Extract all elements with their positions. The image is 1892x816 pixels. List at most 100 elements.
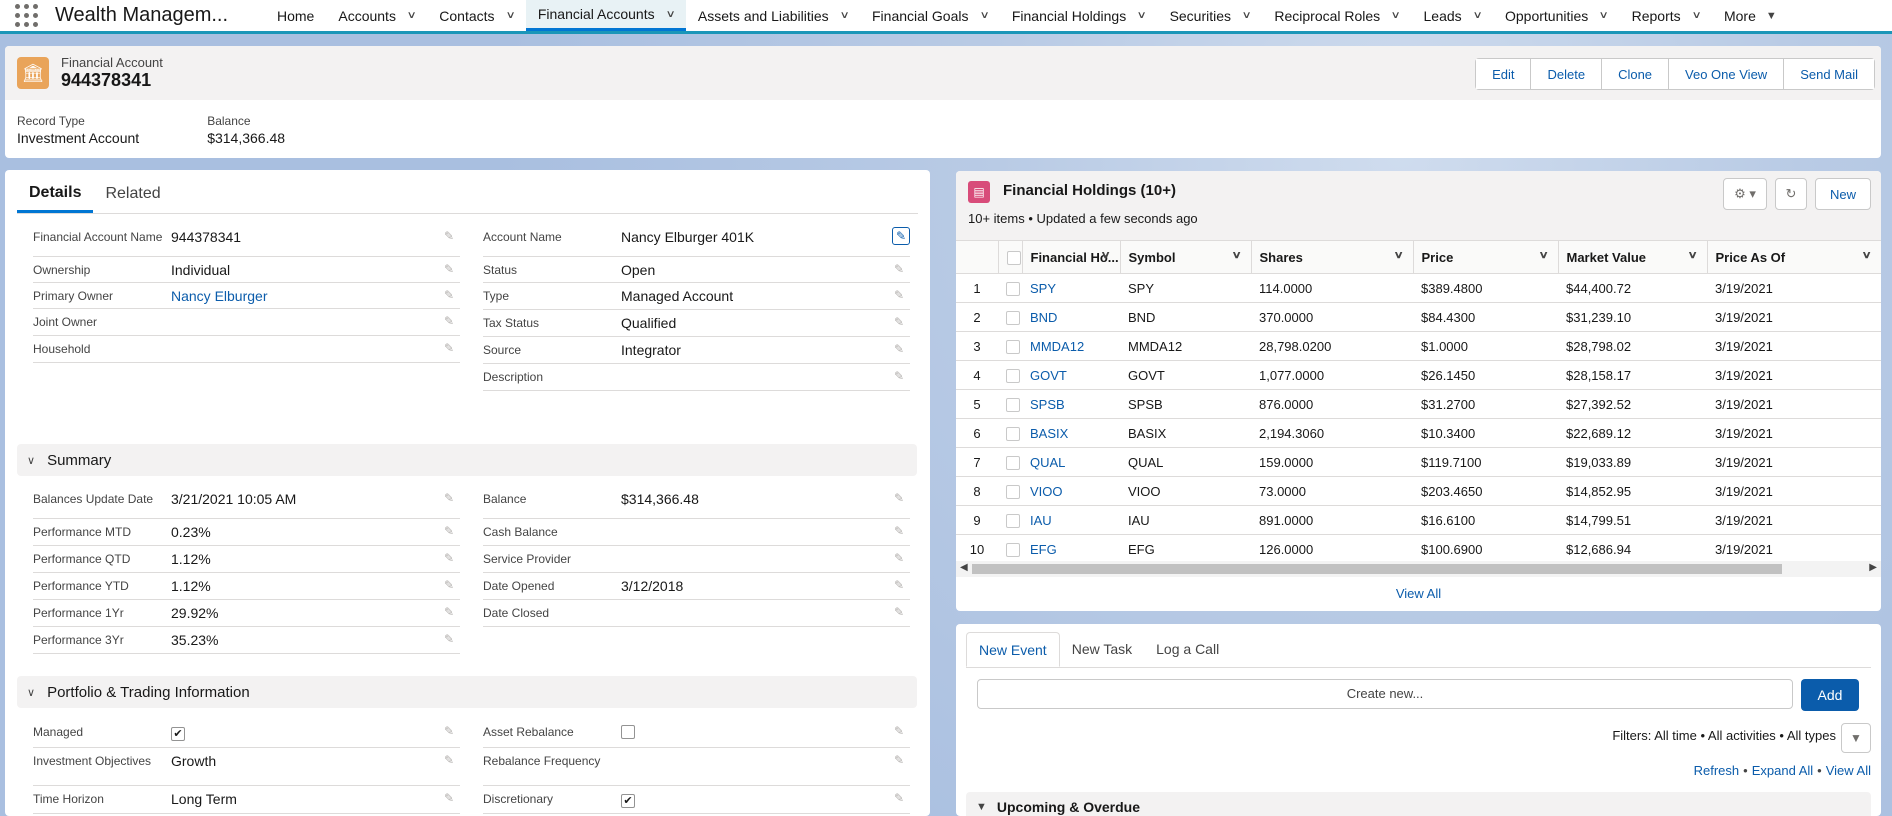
row-checkbox[interactable] xyxy=(1006,426,1020,441)
nav-item-financial-holdings[interactable]: Financial Holdings ∨ xyxy=(1000,0,1158,31)
holding-name-link[interactable]: IAU xyxy=(1022,505,1120,535)
select-all-header[interactable] xyxy=(998,240,1023,274)
row-checkbox[interactable] xyxy=(1006,368,1020,383)
tab-details[interactable]: Details xyxy=(17,184,94,213)
row-select[interactable] xyxy=(998,389,1022,419)
chevron-down-icon[interactable]: ∨ xyxy=(1231,250,1242,261)
new-holding-button[interactable]: New xyxy=(1814,178,1871,210)
chevron-down-icon[interactable]: ∨ xyxy=(1100,250,1111,261)
column-header-price-as-of[interactable]: Price As Of ∨ xyxy=(1707,240,1881,274)
pencil-edit-icon[interactable]: ✎ xyxy=(443,605,454,619)
chevron-down-icon[interactable]: ∨ xyxy=(505,10,516,21)
chevron-down-icon[interactable]: ∨ xyxy=(406,10,417,21)
column-header-market-value[interactable]: Market Value ∨ xyxy=(1558,240,1708,274)
nav-item-contacts[interactable]: Contacts ∨ xyxy=(427,0,526,31)
scroll-right-icon[interactable]: ▶ xyxy=(1869,562,1877,573)
pencil-edit-icon[interactable]: ✎ xyxy=(443,314,454,328)
chevron-down-icon[interactable]: ∨ xyxy=(1538,250,1549,261)
pencil-edit-icon[interactable]: ✎ xyxy=(893,791,904,805)
pencil-edit-icon[interactable]: ✎ xyxy=(892,227,910,245)
row-select[interactable] xyxy=(998,331,1022,361)
chevron-down-icon[interactable]: ∨ xyxy=(1241,10,1252,21)
nav-item-reports[interactable]: Reports ∨ xyxy=(1620,0,1712,31)
nav-item-reciprocal-roles[interactable]: Reciprocal Roles ∨ xyxy=(1262,0,1411,31)
holding-name-link[interactable]: BASIX xyxy=(1022,418,1120,448)
nav-item-more[interactable]: More ▼ xyxy=(1712,0,1789,31)
app-launcher-icon[interactable] xyxy=(15,3,39,28)
pencil-edit-icon[interactable]: ✎ xyxy=(443,791,454,805)
chevron-down-icon[interactable]: ∨ xyxy=(1598,10,1610,21)
column-header-symbol[interactable]: Symbol ∨ xyxy=(1120,240,1252,274)
activity-tab-new-event[interactable]: New Event xyxy=(966,632,1060,667)
pencil-edit-icon[interactable]: ✎ xyxy=(443,578,454,592)
list-settings-button[interactable]: ⚙ ▾ xyxy=(1722,178,1767,210)
add-button[interactable]: Add xyxy=(1801,679,1859,711)
row-checkbox[interactable] xyxy=(1006,455,1020,470)
edit-button[interactable]: Edit xyxy=(1476,59,1532,89)
pencil-edit-icon[interactable]: ✎ xyxy=(893,262,904,276)
expand-all-link[interactable]: Expand All xyxy=(1751,763,1814,778)
nav-item-financial-accounts[interactable]: Financial Accounts ∨ xyxy=(525,0,686,31)
holdings-title[interactable]: Financial Holdings (10+) xyxy=(1003,182,1176,199)
holding-name-link[interactable]: BND xyxy=(1022,302,1120,332)
pencil-edit-icon[interactable]: ✎ xyxy=(443,524,454,538)
refresh-link[interactable]: Refresh xyxy=(1693,763,1740,778)
holding-name-link[interactable]: MMDA12 xyxy=(1022,331,1120,361)
holdings-view-all-link[interactable]: View All xyxy=(1395,586,1442,601)
holding-name-link[interactable]: EFG xyxy=(1022,534,1120,564)
chevron-down-icon[interactable]: ∨ xyxy=(1691,10,1702,21)
nav-item-financial-goals[interactable]: Financial Goals ∨ xyxy=(860,0,1000,31)
checkbox-checked[interactable]: ✔ xyxy=(621,794,635,808)
upcoming-overdue-section[interactable]: ▼ Upcoming & Overdue xyxy=(966,792,1871,816)
pencil-edit-icon[interactable]: ✎ xyxy=(443,229,454,243)
row-select[interactable] xyxy=(998,418,1022,448)
clone-button[interactable]: Clone xyxy=(1602,59,1670,89)
field-checkbox[interactable]: ✔ xyxy=(171,724,185,741)
row-select[interactable] xyxy=(998,302,1022,332)
column-header-price[interactable]: Price ∨ xyxy=(1413,240,1559,274)
column-header-shares[interactable]: Shares ∨ xyxy=(1251,240,1414,274)
field-value-link[interactable]: Nancy Elburger xyxy=(171,288,268,304)
horizontal-scrollbar[interactable]: ◀ ▶ xyxy=(956,561,1881,577)
row-checkbox[interactable] xyxy=(1006,484,1020,499)
portfolio-section-header[interactable]: ∨ Portfolio & Trading Information xyxy=(17,676,917,708)
nav-item-opportunities[interactable]: Opportunities ∨ xyxy=(1493,0,1620,31)
pencil-edit-icon[interactable]: ✎ xyxy=(443,753,454,767)
row-checkbox[interactable] xyxy=(1006,281,1020,296)
pencil-edit-icon[interactable]: ✎ xyxy=(443,341,454,355)
activity-tab-new-task[interactable]: New Task xyxy=(1071,641,1133,657)
field-checkbox[interactable] xyxy=(621,724,635,742)
send-mail-button[interactable]: Send Mail xyxy=(1784,59,1874,89)
pencil-edit-icon[interactable]: ✎ xyxy=(893,605,904,619)
row-select[interactable] xyxy=(998,505,1022,535)
activity-tab-log-a-call[interactable]: Log a Call xyxy=(1156,641,1220,657)
scrollbar-thumb[interactable] xyxy=(972,564,1782,574)
field-checkbox[interactable]: ✔ xyxy=(621,791,635,808)
refresh-button[interactable]: ↻ xyxy=(1774,178,1807,210)
holding-name-link[interactable]: QUAL xyxy=(1022,447,1120,477)
row-checkbox[interactable] xyxy=(1006,397,1020,412)
row-checkbox[interactable] xyxy=(1006,513,1020,528)
checkbox-unchecked[interactable] xyxy=(621,725,635,739)
pencil-edit-icon[interactable]: ✎ xyxy=(443,551,454,565)
nav-item-accounts[interactable]: Accounts ∨ xyxy=(326,0,427,31)
view-all-link[interactable]: View All xyxy=(1825,763,1871,778)
chevron-down-icon[interactable]: ∨ xyxy=(1472,10,1483,21)
pencil-edit-icon[interactable]: ✎ xyxy=(893,524,904,538)
chevron-down-icon[interactable]: ∨ xyxy=(979,10,990,21)
row-select[interactable] xyxy=(998,476,1022,506)
chevron-down-icon[interactable]: ∨ xyxy=(1390,10,1401,21)
pencil-edit-icon[interactable]: ✎ xyxy=(443,491,454,505)
pencil-edit-icon[interactable]: ✎ xyxy=(893,753,904,767)
summary-section-header[interactable]: ∨ Summary xyxy=(17,444,917,476)
column-header-financial-ho[interactable]: Financial Ho... ∨ xyxy=(1022,240,1121,274)
holding-name-link[interactable]: VIOO xyxy=(1022,476,1120,506)
pencil-edit-icon[interactable]: ✎ xyxy=(893,551,904,565)
pencil-edit-icon[interactable]: ✎ xyxy=(443,262,454,276)
tab-related[interactable]: Related xyxy=(105,185,161,202)
pencil-edit-icon[interactable]: ✎ xyxy=(893,315,904,329)
chevron-down-icon[interactable]: ∨ xyxy=(839,10,850,21)
nav-item-assets-and-liabilities[interactable]: Assets and Liabilities ∨ xyxy=(686,0,860,31)
chevron-down-icon[interactable]: ∨ xyxy=(1393,250,1404,261)
pencil-edit-icon[interactable]: ✎ xyxy=(893,578,904,592)
